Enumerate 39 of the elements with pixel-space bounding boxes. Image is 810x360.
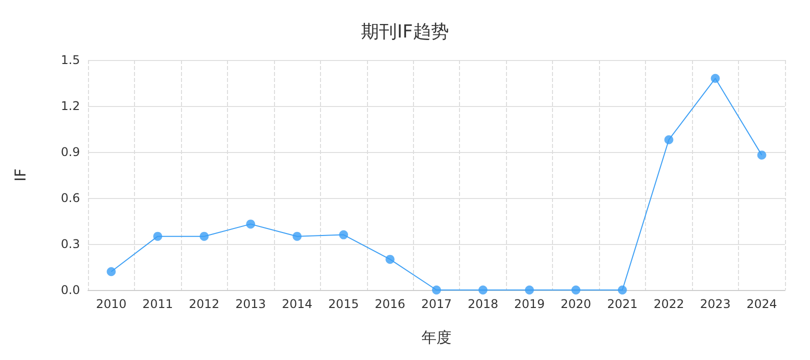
x-axis-title: 年度 (422, 328, 452, 346)
point (571, 286, 580, 294)
y-tick-label: 1.2 (60, 99, 80, 113)
point (664, 135, 674, 144)
x-tick-label: 2022 (654, 297, 684, 311)
point (618, 286, 627, 294)
x-tick-label: 2021 (607, 297, 638, 311)
y-tick-label: 1.5 (60, 53, 80, 67)
point (524, 286, 534, 294)
point (478, 286, 488, 294)
point (757, 150, 766, 160)
point (246, 220, 256, 229)
x-tick-label: 2010 (96, 297, 127, 311)
x-tick-label: 2018 (468, 297, 498, 311)
x-tick-label: 2014 (282, 297, 312, 311)
point (106, 267, 116, 276)
x-tick-label: 2024 (746, 297, 778, 311)
point (153, 232, 162, 241)
y-tick-label: 0.6 (60, 191, 80, 205)
x-tick-label: 2016 (374, 297, 406, 311)
point (432, 286, 441, 294)
x-tick-label: 2023 (700, 297, 731, 311)
point (339, 230, 348, 240)
x-tick-label: 2011 (142, 297, 173, 311)
point (710, 74, 720, 83)
x-tick-label: 2013 (235, 297, 266, 311)
y-tick-label: 0.3 (60, 237, 80, 251)
y-tick-label: 0.0 (60, 283, 80, 297)
chart-title: 期刊IF趋势 (361, 22, 449, 42)
x-tick-label: 2020 (560, 297, 592, 311)
x-tick-label: 2019 (514, 297, 545, 311)
y-axis-title: IF (12, 168, 30, 182)
point (386, 254, 395, 264)
x-tick-label: 2015 (328, 297, 359, 311)
x-tick-label: 2012 (188, 297, 220, 311)
y-tick-label: 0.9 (60, 145, 80, 159)
point (292, 232, 302, 241)
x-tick-label: 2017 (421, 297, 452, 311)
point (200, 232, 209, 241)
